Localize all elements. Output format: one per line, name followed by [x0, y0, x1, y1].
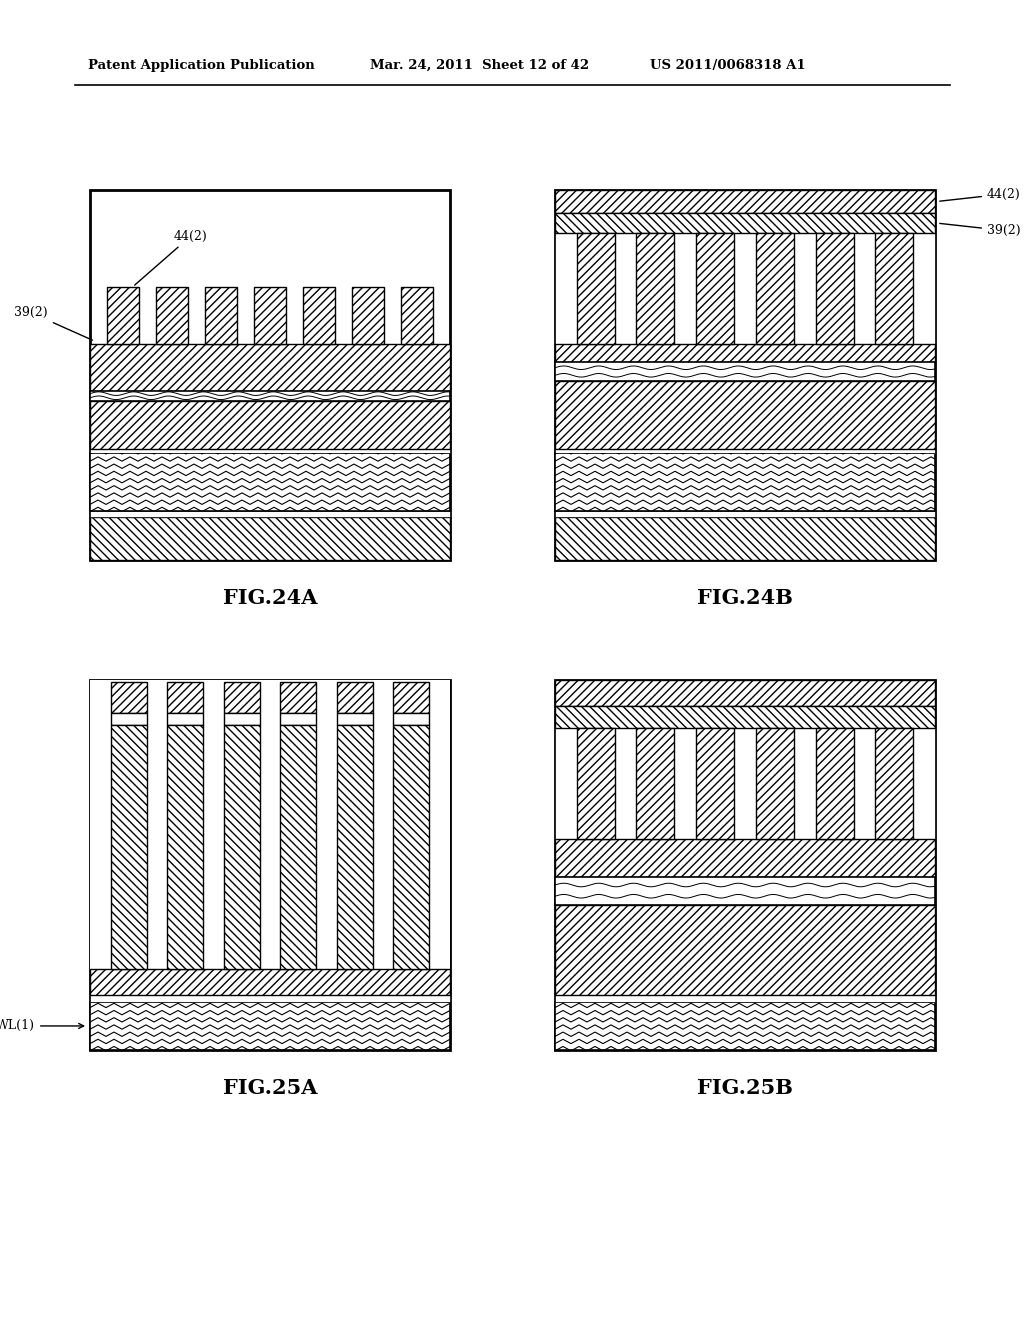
Text: Mar. 24, 2011  Sheet 12 of 42: Mar. 24, 2011 Sheet 12 of 42 [370, 58, 589, 71]
Bar [555, 729, 935, 840]
Bar [815, 234, 854, 345]
Text: 44(2): 44(2) [940, 187, 1021, 201]
Bar [90, 1002, 450, 1049]
Bar [303, 286, 335, 345]
Bar [555, 1002, 935, 1049]
Text: FIG.24B: FIG.24B [697, 587, 793, 609]
Bar [393, 725, 429, 969]
Bar [90, 680, 450, 1049]
Bar [555, 680, 935, 706]
Bar [555, 381, 935, 449]
Bar [90, 391, 450, 401]
Bar [90, 517, 450, 560]
Bar [223, 682, 260, 714]
Bar [637, 234, 675, 345]
Bar [637, 729, 675, 840]
Bar [555, 517, 935, 560]
Text: WL(1): WL(1) [0, 1019, 84, 1032]
Bar [393, 682, 429, 714]
Bar [281, 714, 316, 725]
Bar [555, 190, 935, 560]
Text: Patent Application Publication: Patent Application Publication [88, 58, 314, 71]
Bar [815, 729, 854, 840]
Bar [90, 454, 450, 511]
Text: FIG.25B: FIG.25B [697, 1078, 793, 1098]
Bar [281, 682, 316, 714]
Text: 39(2): 39(2) [14, 306, 92, 341]
Text: FIG.24A: FIG.24A [223, 587, 317, 609]
Bar [167, 714, 203, 725]
Bar [555, 840, 935, 876]
Text: 44(2): 44(2) [135, 230, 208, 285]
Bar [90, 995, 450, 1002]
Bar [555, 706, 935, 729]
Text: FIG.25A: FIG.25A [223, 1078, 317, 1098]
Bar [555, 904, 935, 995]
Bar [337, 682, 373, 714]
Bar [90, 680, 450, 969]
Bar [156, 286, 188, 345]
Bar [205, 286, 238, 345]
Bar [555, 362, 935, 381]
Bar [337, 725, 373, 969]
Bar [555, 454, 935, 511]
Text: US 2011/0068318 A1: US 2011/0068318 A1 [650, 58, 806, 71]
Bar [555, 449, 935, 454]
Bar [555, 876, 935, 904]
Bar [106, 286, 139, 345]
Bar [352, 286, 384, 345]
Bar [111, 682, 146, 714]
Bar [555, 995, 935, 1002]
Bar [393, 714, 429, 725]
Bar [876, 234, 913, 345]
Bar [111, 725, 146, 969]
Bar [90, 345, 450, 391]
Bar [555, 234, 935, 345]
Bar [876, 729, 913, 840]
Bar [696, 234, 734, 345]
Bar [756, 729, 794, 840]
Bar [555, 680, 935, 1049]
Bar [577, 234, 614, 345]
Bar [254, 286, 286, 345]
Bar [555, 213, 935, 234]
Bar [696, 729, 734, 840]
Bar [756, 234, 794, 345]
Bar [90, 401, 450, 449]
Text: 39(2): 39(2) [940, 223, 1021, 238]
Bar [167, 682, 203, 714]
Bar [555, 190, 935, 213]
Bar [90, 449, 450, 454]
Bar [577, 729, 614, 840]
Bar [223, 725, 260, 969]
Bar [90, 511, 450, 517]
Bar [111, 714, 146, 725]
Bar [401, 286, 433, 345]
Bar [90, 969, 450, 995]
Bar [90, 190, 450, 560]
Bar [555, 511, 935, 517]
Bar [281, 725, 316, 969]
Bar [555, 345, 935, 362]
Bar [337, 714, 373, 725]
Bar [167, 725, 203, 969]
Bar [223, 714, 260, 725]
